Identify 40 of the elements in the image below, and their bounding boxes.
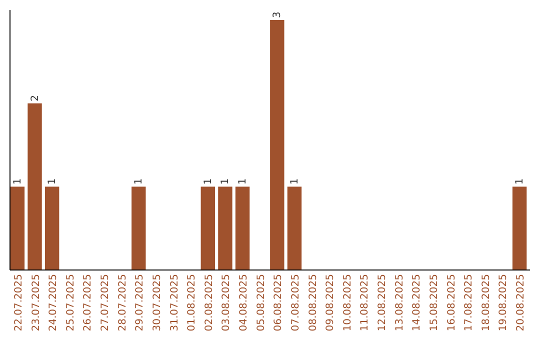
data-label: 1 [202, 178, 214, 185]
x-tick-label: 06.08.2025 [273, 274, 284, 332]
data-label: 1 [238, 178, 249, 185]
x-tick-label: 01.08.2025 [186, 274, 198, 332]
x-tick-label: 05.08.2025 [256, 274, 267, 332]
x-tick-label: 08.08.2025 [308, 274, 319, 332]
x-tick-label: 25.07.2025 [65, 274, 76, 332]
data-label: 1 [47, 178, 58, 185]
data-label: 1 [514, 178, 526, 185]
x-tick-label: 10.08.2025 [342, 274, 354, 332]
x-tick-label: 28.07.2025 [117, 274, 128, 332]
data-label: 1 [12, 178, 24, 185]
x-tick-label: 20.08.2025 [516, 274, 527, 332]
x-tick-label: 16.08.2025 [446, 274, 458, 332]
x-tick-label: 13.08.2025 [394, 274, 406, 332]
x-tick-label: 30.07.2025 [152, 274, 163, 332]
x-tick-label: 11.08.2025 [360, 274, 371, 332]
x-tick-label: 19.08.2025 [498, 274, 510, 332]
x-tick-label: 15.08.2025 [428, 274, 440, 332]
x-tick-label: 03.08.2025 [221, 274, 232, 332]
x-tick-label: 29.07.2025 [134, 274, 146, 332]
x-tick-label: 12.08.2025 [377, 274, 388, 332]
x-tick-label: 26.07.2025 [82, 274, 94, 332]
data-label: 1 [289, 178, 300, 185]
x-tick-label: 07.08.2025 [290, 274, 302, 332]
x-tick-label: 24.07.2025 [48, 274, 60, 332]
data-label: 2 [30, 94, 41, 102]
x-tick-label: 17.08.2025 [464, 274, 475, 332]
data-label: 3 [272, 12, 284, 18]
data-label: 1 [220, 178, 232, 185]
x-tick-label: 04.08.2025 [238, 274, 250, 332]
x-tick-label: 09.08.2025 [325, 274, 336, 332]
x-tick-label: 02.08.2025 [204, 274, 215, 332]
x-tick-label: 27.07.2025 [100, 274, 112, 332]
x-tick-label: 31.07.2025 [169, 274, 180, 332]
data-label: 1 [134, 178, 145, 185]
x-tick-label: 23.07.2025 [30, 274, 42, 332]
x-tick-label: 22.07.2025 [13, 274, 24, 332]
x-tick-label: 14.08.2025 [412, 274, 423, 332]
x-tick-label: 18.08.2025 [480, 274, 492, 332]
